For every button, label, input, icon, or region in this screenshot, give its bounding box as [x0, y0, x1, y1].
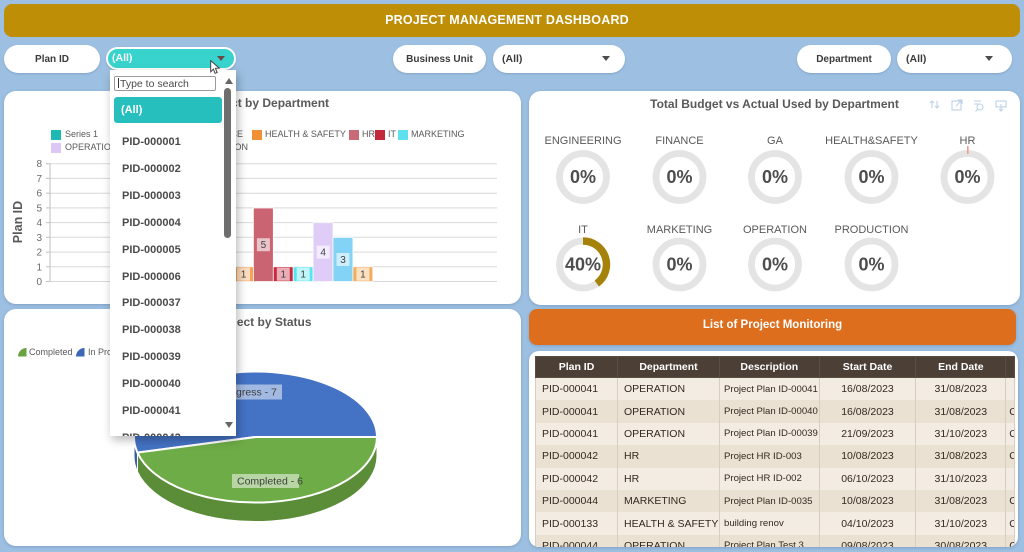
svg-text:40%: 40% [565, 255, 601, 275]
svg-text:0%: 0% [954, 167, 980, 187]
svg-text:MARKETING: MARKETING [647, 224, 712, 236]
svg-text:OPERATION: OPERATION [743, 224, 807, 236]
svg-text:1: 1 [281, 270, 287, 281]
svg-text:0%: 0% [570, 167, 596, 187]
svg-text:0%: 0% [762, 255, 788, 275]
svg-text:ENGINEERING: ENGINEERING [544, 135, 621, 147]
svg-text:1: 1 [360, 270, 366, 281]
svg-text:0: 0 [36, 277, 42, 288]
svg-text:Plan ID: Plan ID [11, 201, 25, 243]
svg-text:5: 5 [261, 240, 267, 251]
svg-text:HEALTH&SAFETY: HEALTH&SAFETY [825, 135, 918, 147]
svg-text:1: 1 [300, 270, 306, 281]
svg-text:5: 5 [36, 203, 42, 214]
svg-text:IT: IT [578, 224, 588, 236]
svg-text:7: 7 [36, 174, 42, 185]
svg-text:8: 8 [36, 159, 42, 170]
svg-text:GA: GA [767, 135, 784, 147]
svg-text:0%: 0% [666, 255, 692, 275]
svg-text:3: 3 [36, 233, 42, 244]
svg-text:1: 1 [36, 262, 42, 273]
svg-text:0%: 0% [858, 255, 884, 275]
svg-text:3: 3 [340, 255, 346, 266]
svg-text:Completed - 6: Completed - 6 [237, 476, 303, 488]
svg-text:0%: 0% [666, 167, 692, 187]
svg-text:HR: HR [960, 135, 976, 147]
svg-text:1: 1 [241, 270, 247, 281]
svg-text:0%: 0% [762, 167, 788, 187]
svg-text:FINANCE: FINANCE [655, 135, 703, 147]
svg-text:6: 6 [36, 189, 42, 200]
svg-text:4: 4 [320, 248, 326, 259]
svg-text:PRODUCTION: PRODUCTION [835, 224, 909, 236]
svg-text:4: 4 [36, 218, 42, 229]
svg-text:2: 2 [36, 248, 42, 259]
svg-text:0%: 0% [858, 167, 884, 187]
